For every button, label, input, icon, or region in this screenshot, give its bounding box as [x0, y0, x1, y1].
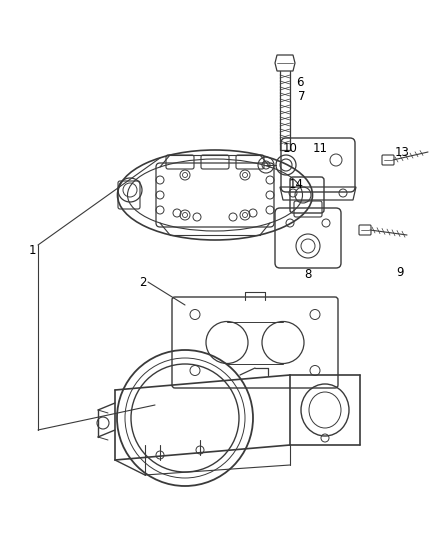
Text: 2: 2 — [139, 277, 147, 289]
Text: 13: 13 — [395, 147, 410, 159]
Text: 8: 8 — [304, 269, 312, 281]
Text: 1: 1 — [28, 244, 36, 256]
Text: 11: 11 — [312, 141, 328, 155]
Text: 10: 10 — [283, 141, 297, 155]
Text: 7: 7 — [298, 91, 306, 103]
Text: 14: 14 — [289, 179, 304, 191]
Text: 9: 9 — [396, 265, 404, 279]
Text: 6: 6 — [296, 77, 304, 90]
